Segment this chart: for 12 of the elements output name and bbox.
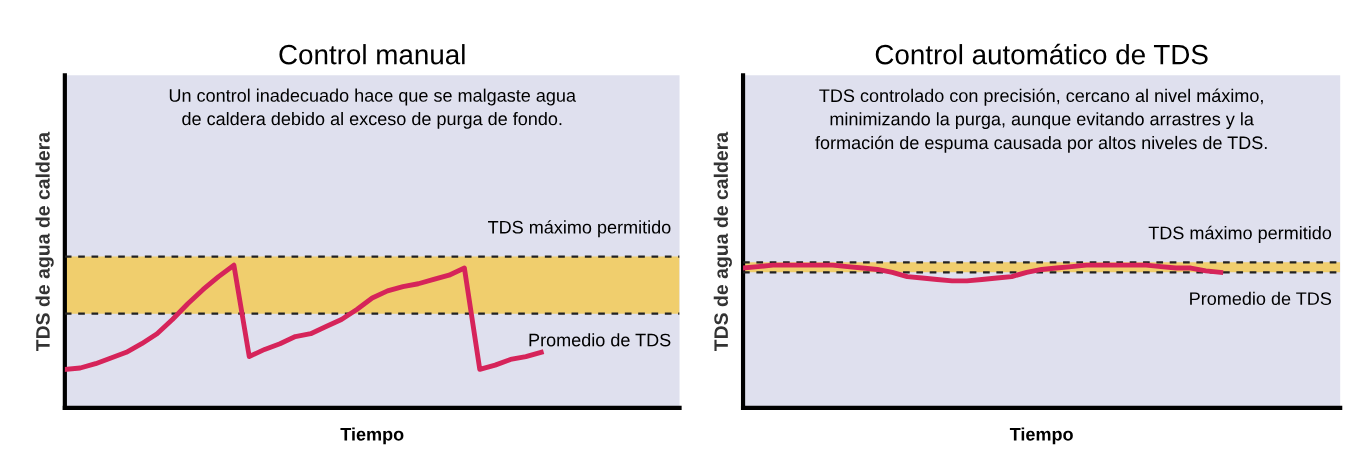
x-axis-title: Tiempo [340,427,404,445]
ref-line-label: Promedio de TDS [529,333,671,347]
text: TDS controlado con precisión, cercano al nivel máximo, minimizando la purga, aunque evitando arrastres y la formación de espuma causada por altos niveles de TDS. [815,88,1267,153]
x-axis-title: Tiempo [1009,427,1073,445]
y-axis-title: TDS de agua de caldera [35,131,54,352]
ref-line-label: TDS máximo permitido [1148,225,1332,243]
chart-title: Control automático de TDS [875,43,1208,65]
chart-title: Control manual [279,44,465,65]
y-axis-title: TDS de agua de caldera [713,131,732,352]
text: Un control inadecuado hace que se malgaste agua de caldera debido al exceso de purga de fondo. [169,88,576,129]
ref-line-label: TDS máximo permitido [488,220,671,238]
ref-line-label: Promedio de TDS [1190,291,1332,306]
